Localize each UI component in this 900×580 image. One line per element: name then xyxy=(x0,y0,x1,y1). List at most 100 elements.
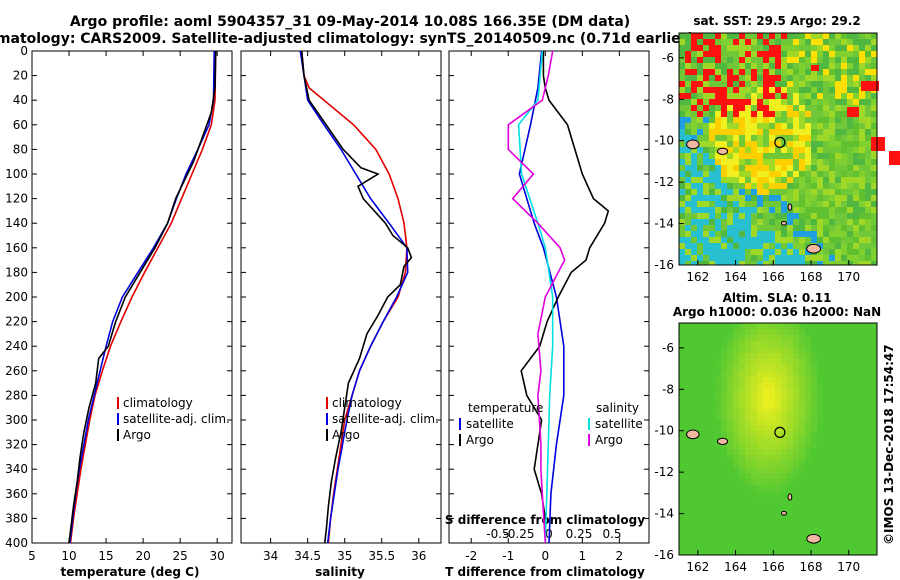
sst_map-cell xyxy=(709,39,716,46)
sla_map-cell xyxy=(841,461,848,468)
sst_map-cell xyxy=(763,225,770,232)
sla_map-cell xyxy=(793,365,800,372)
depth-tick-label: 120 xyxy=(5,192,28,206)
sla_map-cell xyxy=(691,479,698,486)
sst_map-cell xyxy=(829,93,836,100)
sla_map-cell xyxy=(859,497,866,504)
sla_map-cell xyxy=(799,503,806,510)
sst_map-cell xyxy=(769,87,776,94)
sla_map-cell xyxy=(745,533,752,540)
island-shape xyxy=(717,147,729,155)
sla_map-cell xyxy=(715,461,722,468)
sst_map-cell xyxy=(703,105,710,112)
sla_map-cell xyxy=(781,371,788,378)
sst_map-cell xyxy=(871,153,878,160)
sst_map-cell xyxy=(841,255,848,262)
sla_map-cell xyxy=(703,407,710,414)
sla_map-cell xyxy=(715,449,722,456)
sst_map-cell xyxy=(697,201,704,208)
sst_map-cell xyxy=(739,183,746,190)
sla_map-cell xyxy=(859,323,866,330)
sst_map-cell xyxy=(691,195,698,202)
sst_map-cell xyxy=(709,159,716,166)
high-sst-patch xyxy=(811,65,819,71)
sst_map-lon-label: 170 xyxy=(837,270,860,284)
sla_map-cell xyxy=(835,365,842,372)
sst_map-cell xyxy=(775,75,782,82)
sst_map-cell xyxy=(691,183,698,190)
sst_map-cell xyxy=(865,183,872,190)
sla_map-cell xyxy=(721,407,728,414)
sla_map-cell xyxy=(727,539,734,546)
sla_map-cell xyxy=(799,353,806,360)
depth-tick-label: 380 xyxy=(5,511,28,525)
sst_map-cell xyxy=(721,111,728,118)
sst_map-cell xyxy=(733,105,740,112)
sla_map-cell xyxy=(739,431,746,438)
sla_map-cell xyxy=(733,551,740,556)
sst_map-cell xyxy=(853,87,860,94)
sla_map-cell xyxy=(865,401,872,408)
sla_map-cell xyxy=(727,431,734,438)
sst_map-cell xyxy=(859,219,866,226)
sla_map-cell xyxy=(769,395,776,402)
sla_map-cell xyxy=(751,389,758,396)
sla_map-cell xyxy=(817,401,824,408)
sla_map-cell xyxy=(865,389,872,396)
sst_map-cell xyxy=(841,51,848,58)
sst_map-cell xyxy=(733,117,740,124)
sla_map-cell xyxy=(793,329,800,336)
sla_map-cell xyxy=(703,431,710,438)
sla_map-cell xyxy=(709,419,716,426)
sla_map-cell xyxy=(697,377,704,384)
sla_map-cell xyxy=(793,335,800,342)
sla_map-cell xyxy=(871,491,878,498)
sst_map-cell xyxy=(757,195,764,202)
sla_map-cell xyxy=(739,449,746,456)
sst_map-cell xyxy=(685,63,692,70)
sst_map-cell xyxy=(727,39,734,46)
sst_map-cell xyxy=(697,231,704,238)
sst_map-cell xyxy=(697,237,704,244)
sla_map-cell xyxy=(709,545,716,552)
sst_map-cell xyxy=(847,231,854,238)
sst_map-cell xyxy=(835,93,842,100)
sla_map-cell xyxy=(841,341,848,348)
sst_map-cell xyxy=(715,159,722,166)
sla_map-cell xyxy=(697,521,704,528)
sst_map-cell xyxy=(751,141,758,148)
sla_map-cell xyxy=(685,389,692,396)
sst_map-cell xyxy=(727,189,734,196)
sst_map-cell xyxy=(721,213,728,220)
sla_map-cell xyxy=(745,335,752,342)
sla_map-cell xyxy=(709,467,716,474)
sst_map-cell xyxy=(751,249,758,256)
sla_map-cell xyxy=(703,503,710,510)
sla_map-cell xyxy=(769,419,776,426)
sla_map-cell xyxy=(757,335,764,342)
sst_map-cell xyxy=(775,69,782,76)
sla_map-cell xyxy=(751,365,758,372)
sst_map-cell xyxy=(769,165,776,172)
sst_map-cell xyxy=(793,219,800,226)
sst_map-cell xyxy=(679,195,686,202)
difference-xtick-label: -2 xyxy=(465,549,477,563)
sst_map-cell xyxy=(847,213,854,220)
sla_map-cell xyxy=(847,383,854,390)
sst_map-cell xyxy=(787,183,794,190)
sla_map-cell xyxy=(871,533,878,540)
sla_map-cell xyxy=(829,425,836,432)
sla_map-cell xyxy=(739,485,746,492)
sst_map-cell xyxy=(847,249,854,256)
sst_map-cell xyxy=(823,39,830,46)
sla_map-cell xyxy=(805,419,812,426)
sst_map-cell xyxy=(805,123,812,130)
sla_map-cell xyxy=(733,347,740,354)
sla_map-cell xyxy=(823,347,830,354)
sla_map-cell xyxy=(715,335,722,342)
sla_map-cell xyxy=(805,479,812,486)
sla_map-cell xyxy=(715,473,722,480)
sla_map-cell xyxy=(703,485,710,492)
sst_map-cell xyxy=(865,177,872,184)
sla_map-cell xyxy=(745,437,752,444)
